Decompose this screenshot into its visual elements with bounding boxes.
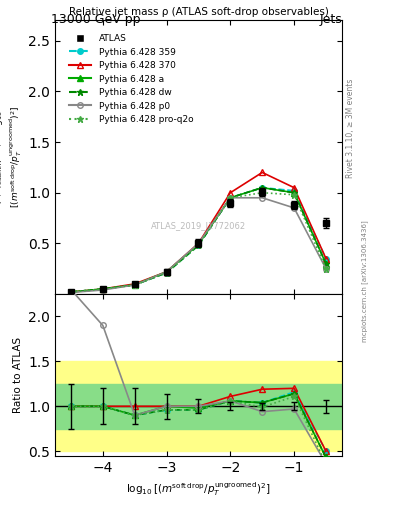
Pythia 6.428 a bbox=[69, 289, 73, 295]
Pythia 6.428 p0 bbox=[164, 269, 169, 275]
Pythia 6.428 dw bbox=[132, 282, 137, 288]
Line: Pythia 6.428 370: Pythia 6.428 370 bbox=[68, 169, 329, 295]
Pythia 6.428 p0 bbox=[260, 195, 264, 201]
Pythia 6.428 a bbox=[196, 241, 201, 247]
Pythia 6.428 pro-q2o bbox=[132, 282, 137, 288]
Pythia 6.428 dw bbox=[292, 189, 296, 196]
Pythia 6.428 pro-q2o bbox=[101, 286, 105, 292]
Line: Pythia 6.428 a: Pythia 6.428 a bbox=[68, 185, 329, 295]
Pythia 6.428 dw bbox=[196, 242, 201, 248]
Pythia 6.428 pro-q2o bbox=[69, 289, 73, 295]
Y-axis label: Ratio to ATLAS: Ratio to ATLAS bbox=[13, 337, 23, 413]
Pythia 6.428 359 bbox=[69, 289, 73, 295]
Pythia 6.428 pro-q2o bbox=[260, 189, 264, 196]
Bar bbox=[55, 361, 342, 451]
Pythia 6.428 370 bbox=[196, 240, 201, 246]
Pythia 6.428 dw bbox=[101, 286, 105, 292]
Pythia 6.428 p0 bbox=[132, 282, 137, 288]
Pythia 6.428 370 bbox=[292, 185, 296, 191]
Pythia 6.428 a bbox=[228, 195, 233, 201]
Pythia 6.428 pro-q2o bbox=[228, 195, 233, 201]
Pythia 6.428 dw bbox=[69, 289, 73, 295]
Line: Pythia 6.428 p0: Pythia 6.428 p0 bbox=[68, 195, 329, 295]
Line: Pythia 6.428 dw: Pythia 6.428 dw bbox=[68, 184, 329, 295]
Pythia 6.428 p0 bbox=[228, 195, 233, 201]
Text: Jets: Jets bbox=[319, 13, 342, 26]
Pythia 6.428 370 bbox=[323, 255, 328, 262]
Title: Relative jet mass ρ (ATLAS soft-drop observables): Relative jet mass ρ (ATLAS soft-drop obs… bbox=[68, 7, 329, 17]
Pythia 6.428 dw bbox=[323, 261, 328, 267]
Pythia 6.428 pro-q2o bbox=[292, 191, 296, 198]
Pythia 6.428 370 bbox=[132, 281, 137, 287]
Pythia 6.428 370 bbox=[164, 269, 169, 275]
Pythia 6.428 p0 bbox=[292, 205, 296, 211]
Pythia 6.428 359 bbox=[132, 282, 137, 288]
Text: Rivet 3.1.10, ≥ 3M events: Rivet 3.1.10, ≥ 3M events bbox=[346, 78, 355, 178]
Text: ATLAS_2019_I1772062: ATLAS_2019_I1772062 bbox=[151, 221, 246, 230]
Pythia 6.428 p0 bbox=[323, 266, 328, 272]
Legend: ATLAS, Pythia 6.428 359, Pythia 6.428 370, Pythia 6.428 a, Pythia 6.428 dw, Pyth: ATLAS, Pythia 6.428 359, Pythia 6.428 37… bbox=[65, 31, 197, 128]
Pythia 6.428 359 bbox=[323, 255, 328, 262]
Pythia 6.428 a bbox=[292, 189, 296, 196]
Pythia 6.428 359 bbox=[196, 242, 201, 248]
Text: 13000 GeV pp: 13000 GeV pp bbox=[51, 13, 141, 26]
Pythia 6.428 359 bbox=[164, 270, 169, 276]
Pythia 6.428 370 bbox=[69, 289, 73, 295]
Pythia 6.428 359 bbox=[228, 195, 233, 201]
Pythia 6.428 a bbox=[260, 185, 264, 191]
Bar bbox=[55, 384, 342, 429]
Pythia 6.428 dw bbox=[260, 185, 264, 191]
Pythia 6.428 pro-q2o bbox=[196, 242, 201, 248]
Pythia 6.428 a bbox=[164, 269, 169, 275]
Pythia 6.428 a bbox=[132, 282, 137, 288]
Pythia 6.428 p0 bbox=[101, 287, 105, 293]
Pythia 6.428 p0 bbox=[69, 289, 73, 295]
Pythia 6.428 dw bbox=[228, 195, 233, 201]
Pythia 6.428 a bbox=[101, 286, 105, 292]
Pythia 6.428 359 bbox=[260, 185, 264, 191]
Pythia 6.428 370 bbox=[228, 189, 233, 196]
Pythia 6.428 370 bbox=[260, 169, 264, 176]
Pythia 6.428 370 bbox=[101, 286, 105, 292]
Pythia 6.428 pro-q2o bbox=[323, 266, 328, 272]
Pythia 6.428 pro-q2o bbox=[164, 270, 169, 276]
Line: Pythia 6.428 359: Pythia 6.428 359 bbox=[68, 185, 329, 295]
Pythia 6.428 359 bbox=[292, 187, 296, 194]
Pythia 6.428 p0 bbox=[196, 240, 201, 246]
Y-axis label: $(1/\sigma_\mathrm{resumn})$ d$\sigma$/d $\log_{10}$
$[(m^{\mathrm{soft\,drop}}/: $(1/\sigma_\mathrm{resumn})$ d$\sigma$/d… bbox=[0, 106, 24, 208]
Line: Pythia 6.428 pro-q2o: Pythia 6.428 pro-q2o bbox=[68, 189, 329, 295]
Pythia 6.428 dw bbox=[164, 270, 169, 276]
X-axis label: $\log_{10}[(m^{\mathrm{soft\,drop}}/p_T^{\mathrm{ungroomed}})^2]$: $\log_{10}[(m^{\mathrm{soft\,drop}}/p_T^… bbox=[126, 480, 271, 498]
Pythia 6.428 359 bbox=[101, 286, 105, 292]
Pythia 6.428 a bbox=[323, 261, 328, 267]
Text: mcplots.cern.ch [arXiv:1306.3436]: mcplots.cern.ch [arXiv:1306.3436] bbox=[362, 221, 368, 343]
